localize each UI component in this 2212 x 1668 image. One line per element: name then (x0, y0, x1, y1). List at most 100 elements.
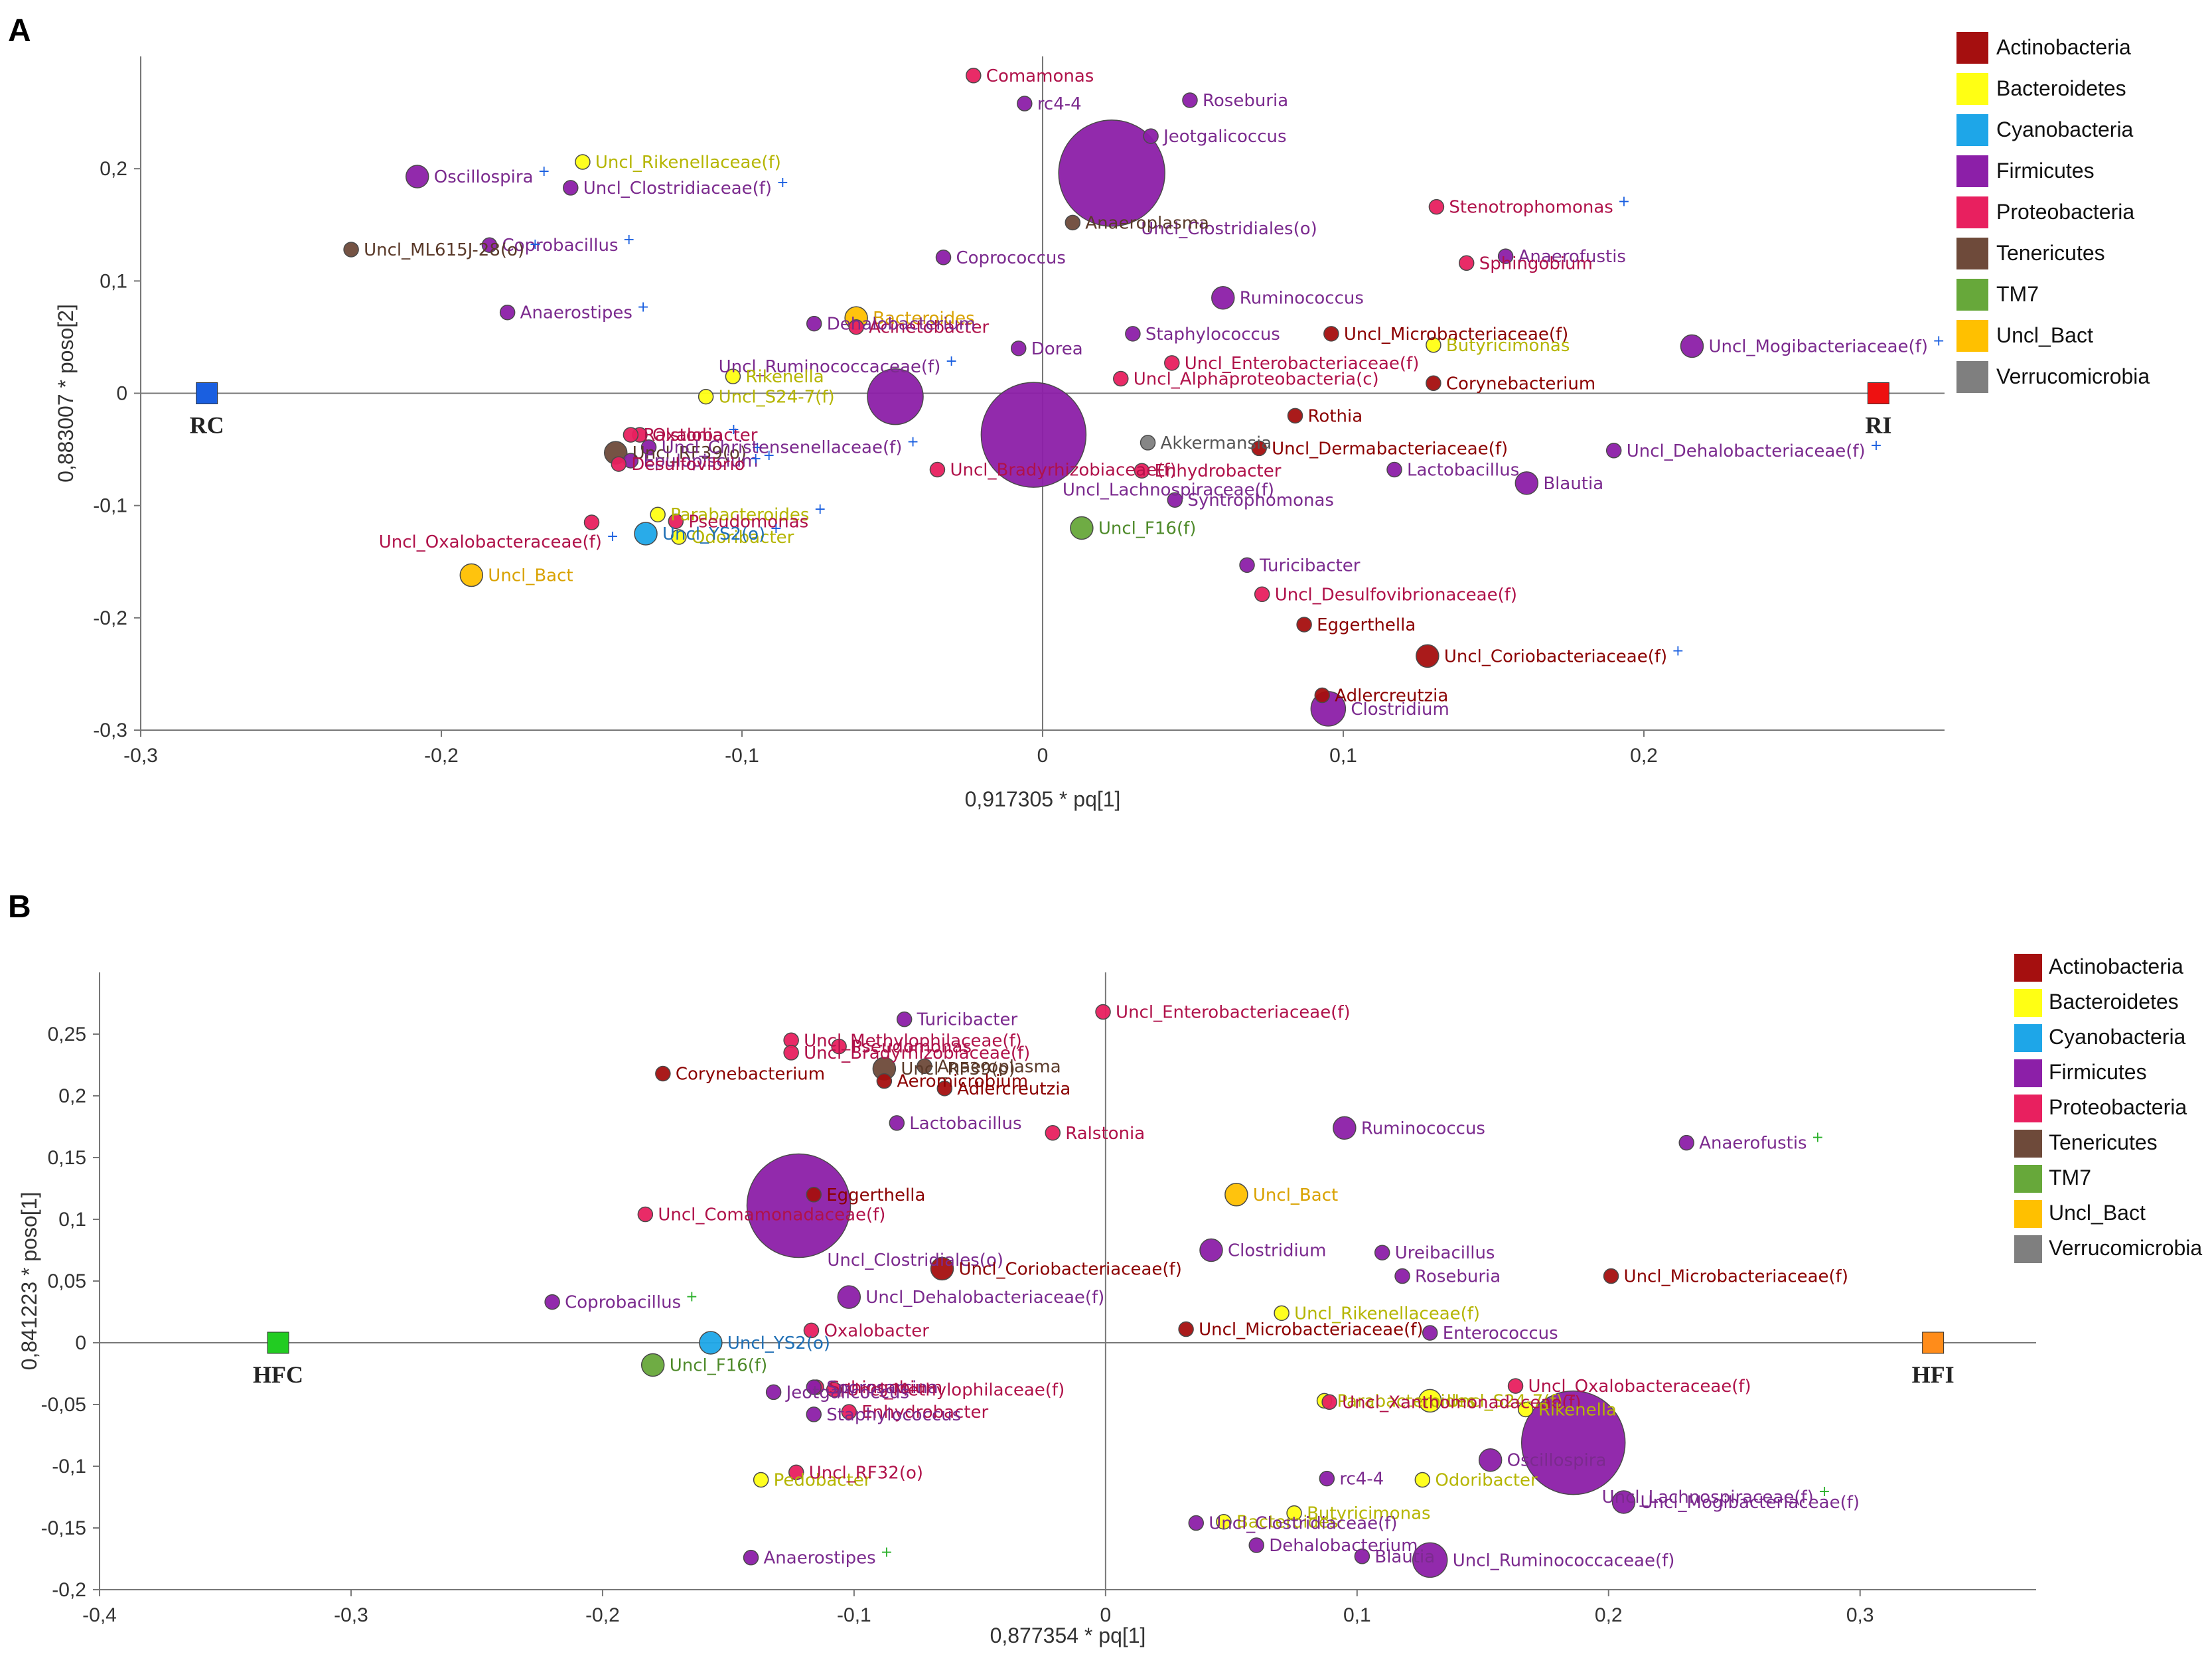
point-label: Uncl_Microbacteriaceae(f) (1344, 325, 1568, 344)
data-point-uncl-mogibacteriaceae-f (1611, 1490, 1636, 1514)
point-label: Stenotrophomonas + (1449, 194, 1630, 218)
data-point-uncl-dehalobacteriaceae-f (837, 1285, 861, 1309)
data-point-staphylococcus (1125, 326, 1141, 342)
data-point-roseburia (1394, 1268, 1410, 1284)
y-tick-label: -0,2 (93, 607, 127, 629)
point-label: Uncl_YS2(o) + (662, 520, 782, 544)
data-point-oxalobacter (803, 1322, 820, 1339)
point-label: Uncl_Clostridiaceae(f) (1209, 1514, 1397, 1534)
point-label: Adlercreutzia (1335, 686, 1448, 706)
legend-label-proteobacteria: Proteobacteria (1996, 200, 2134, 224)
panel-letter: B (8, 889, 31, 925)
data-point-ruminococcus (1333, 1116, 1357, 1140)
class-marker-label: HFC (253, 1361, 303, 1388)
y-tick-label: 0,1 (58, 1209, 86, 1231)
data-point-jeotgalicoccus (1143, 128, 1159, 144)
significance-mark: + (619, 232, 635, 248)
data-point-uncl-comamonadaceae-f (637, 1206, 654, 1223)
point-label: Epulopiscium + (643, 447, 775, 471)
data-point-sporosarcina (806, 1379, 822, 1395)
data-point-ruminococcus (1211, 285, 1235, 310)
data-point-akkermansia (1140, 435, 1156, 451)
point-label: Anaerofustis (1518, 247, 1626, 267)
point-label: Jeotgalicoccus (1162, 127, 1286, 147)
point-label: Uncl_Ruminococcaceae(f) (1453, 1551, 1675, 1570)
legend-label-verrucomicrobia: Verrucomicrobia (1996, 364, 2150, 388)
y-tick-label: -0,1 (52, 1456, 86, 1478)
y-tick-label: 0,2 (100, 158, 127, 180)
point-label: Uncl_Oxalobacteraceae(f) + (379, 528, 619, 552)
data-point-rikenella (1517, 1401, 1534, 1418)
legend-swatch-actinobacteria (2014, 954, 2042, 982)
point-label: Uncl_S24-7(f) (719, 388, 835, 408)
legend-label-bacteroidetes: Bacteroidetes (1996, 76, 2126, 100)
data-point-oscillospira (406, 165, 429, 189)
point-label: Uncl_YS2(o) (727, 1333, 830, 1353)
x-tick-label: 0,3 (1846, 1604, 1874, 1626)
data-point-jeotgalicoccus (765, 1384, 782, 1401)
point-label: Uncl_Bact (488, 566, 573, 586)
data-point-turicibacter (896, 1011, 913, 1027)
data-point-dehalobacterium (806, 315, 822, 332)
data-point-rothia (1287, 408, 1303, 424)
legend-swatch-tm7 (2014, 1165, 2042, 1193)
point-label: Uncl_Christensenellaceae(f) + (662, 434, 919, 458)
data-point-odoribacter (1414, 1472, 1431, 1488)
point-label: Sphingobium (829, 1378, 942, 1398)
point-label: Uncl_Ruminococcaceae(f) + (719, 353, 958, 377)
data-point-uncl-microbacteriaceae-f (1323, 326, 1339, 342)
point-label: Clostridium (1228, 1241, 1326, 1261)
point-label: Odoribacter (1435, 1470, 1538, 1490)
data-point-butyricimonas (1286, 1505, 1302, 1521)
point-label: Uncl_Lachnospiraceae(f) (1063, 480, 1274, 500)
point-label: Turicibacter (917, 1010, 1018, 1030)
point-label: Uncl_Xanthomonadaceae(f) (1342, 1393, 1582, 1412)
data-point-eggerthella (806, 1187, 822, 1203)
significance-mark: + (876, 1545, 893, 1561)
point-label: Butyricimonas (1446, 336, 1570, 356)
data-point-bacteroides (1216, 1513, 1232, 1530)
data-point-uncl-alphaproteobacteria-c (1113, 370, 1129, 387)
legend-swatch-bacteroidetes (1956, 73, 1988, 105)
data-point-enhydrobacter (841, 1404, 857, 1420)
point-label: Sporosarcina (826, 1378, 938, 1398)
point-label: Clostridium (1351, 700, 1449, 720)
legend-label-cyanobacteria: Cyanobacteria (1996, 117, 2134, 141)
y-tick-label: -0,1 (93, 495, 127, 517)
point-label: Bacteroides (1236, 1513, 1339, 1533)
legend-label-actinobacteria: Actinobacteria (2049, 954, 2183, 978)
x-axis-title: 0,917305 * pq[1] (965, 787, 1121, 811)
data-point-lactobacillus (889, 1115, 905, 1131)
data-point-uncl-methylophilaceae-f (826, 1381, 842, 1398)
point-label: Pedobacter (774, 1470, 871, 1490)
y-tick-label: -0,3 (93, 720, 127, 741)
point-label: Uncl_Bradyrhizobiaceae(f) (950, 461, 1176, 481)
point-label: Uncl_RF39(o) (901, 1059, 1015, 1079)
x-tick-label: 0,2 (1630, 745, 1658, 767)
point-label: Dehalobacterium (827, 315, 976, 335)
legend-swatch-verrucomicrobia (2014, 1235, 2042, 1263)
point-label: Adlercreutzia (957, 1079, 1070, 1099)
data-point-uncl-coriobacteriaceae-f (930, 1256, 954, 1281)
legend-label-uncl-bact: Uncl_Bact (1996, 323, 2093, 347)
point-label: Anaerostipes + (520, 299, 650, 323)
point-label: Enhydrobacter (861, 1403, 988, 1422)
point-label: Oxalobacter (652, 425, 758, 445)
point-label: Pseudomonas (688, 512, 808, 532)
x-tick-label: -0,1 (725, 745, 759, 767)
data-point-enterococcus (1422, 1325, 1438, 1341)
point-label: Ralstonia (1065, 1124, 1145, 1144)
class-marker-label: HFI (1912, 1361, 1954, 1388)
data-point-odoribacter (671, 529, 687, 545)
x-tick-label: -0,1 (837, 1604, 871, 1626)
legend-label-actinobacteria: Actinobacteria (1996, 35, 2131, 59)
point-label: Coprobacillus + (502, 232, 634, 256)
data-point-clostridium (1199, 1238, 1223, 1262)
data-point-ureibacillus (1374, 1245, 1390, 1260)
significance-mark: + (1814, 1483, 1830, 1500)
point-label: Uncl_RF39(o) + (632, 439, 764, 463)
data-point-adlercreutzia (1314, 687, 1331, 704)
point-label: Enhydrobacter (1154, 461, 1281, 481)
data-point-corynebacterium (1426, 375, 1441, 392)
legend-swatch-actinobacteria (1956, 32, 1988, 64)
